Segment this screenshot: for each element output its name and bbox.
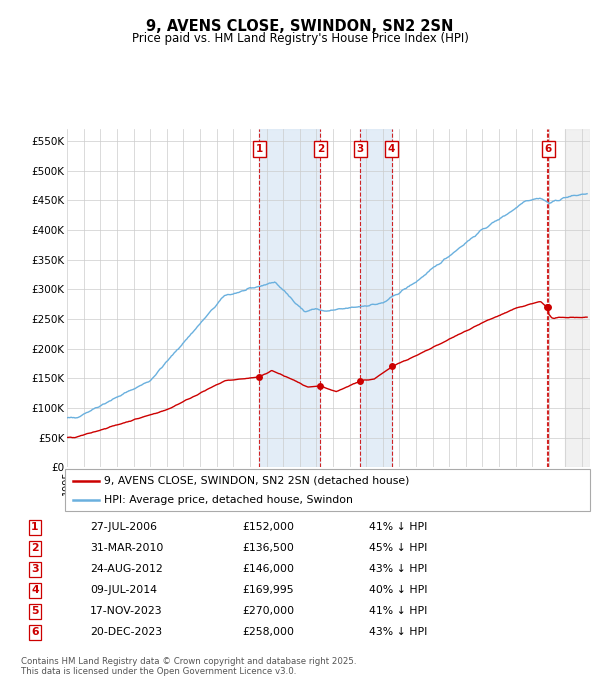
Text: 24-AUG-2012: 24-AUG-2012	[90, 564, 163, 574]
Text: Contains HM Land Registry data © Crown copyright and database right 2025.: Contains HM Land Registry data © Crown c…	[21, 658, 356, 666]
Bar	[361, 129, 392, 467]
FancyBboxPatch shape	[65, 469, 590, 511]
Text: 2: 2	[317, 143, 324, 154]
Text: HPI: Average price, detached house, Swindon: HPI: Average price, detached house, Swin…	[104, 495, 353, 505]
Text: £152,000: £152,000	[242, 522, 295, 532]
Text: 9, AVENS CLOSE, SWINDON, SN2 2SN (detached house): 9, AVENS CLOSE, SWINDON, SN2 2SN (detach…	[104, 475, 410, 486]
Text: 41% ↓ HPI: 41% ↓ HPI	[369, 522, 427, 532]
Text: 31-MAR-2010: 31-MAR-2010	[90, 543, 163, 554]
Text: 43% ↓ HPI: 43% ↓ HPI	[369, 627, 427, 637]
Text: 2: 2	[31, 543, 39, 554]
Text: 4: 4	[388, 143, 395, 154]
Text: 17-NOV-2023: 17-NOV-2023	[90, 606, 163, 616]
Text: £258,000: £258,000	[242, 627, 295, 637]
Text: 40% ↓ HPI: 40% ↓ HPI	[369, 585, 428, 595]
Text: £169,995: £169,995	[242, 585, 294, 595]
Text: Price paid vs. HM Land Registry's House Price Index (HPI): Price paid vs. HM Land Registry's House …	[131, 32, 469, 45]
Text: 6: 6	[545, 143, 552, 154]
Bar	[259, 129, 320, 467]
Text: 3: 3	[31, 564, 39, 574]
Text: 1: 1	[256, 143, 263, 154]
Text: £136,500: £136,500	[242, 543, 294, 554]
Text: 27-JUL-2006: 27-JUL-2006	[90, 522, 157, 532]
Text: 09-JUL-2014: 09-JUL-2014	[90, 585, 157, 595]
Text: 4: 4	[31, 585, 39, 595]
Text: This data is licensed under the Open Government Licence v3.0.: This data is licensed under the Open Gov…	[21, 667, 296, 676]
Text: 43% ↓ HPI: 43% ↓ HPI	[369, 564, 427, 574]
Text: 6: 6	[31, 627, 39, 637]
Bar	[565, 129, 590, 467]
Text: 20-DEC-2023: 20-DEC-2023	[90, 627, 162, 637]
Text: 3: 3	[357, 143, 364, 154]
Text: 45% ↓ HPI: 45% ↓ HPI	[369, 543, 427, 554]
Text: 1: 1	[31, 522, 39, 532]
Text: £270,000: £270,000	[242, 606, 295, 616]
Text: 9, AVENS CLOSE, SWINDON, SN2 2SN: 9, AVENS CLOSE, SWINDON, SN2 2SN	[146, 19, 454, 34]
Text: 41% ↓ HPI: 41% ↓ HPI	[369, 606, 427, 616]
Text: 5: 5	[31, 606, 39, 616]
Text: £146,000: £146,000	[242, 564, 295, 574]
